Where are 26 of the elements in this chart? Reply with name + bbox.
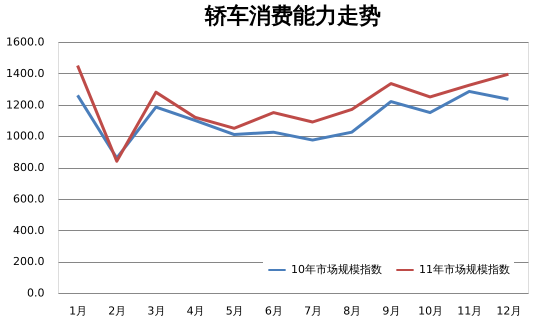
legend-label: 11年市场规模指数 (419, 263, 510, 276)
y-tick-label: 800.0 (13, 161, 44, 174)
chart-title: 轿车消费能力走势 (204, 3, 381, 29)
x-tick-label: 1月 (69, 304, 88, 318)
y-tick-label: 600.0 (13, 192, 44, 206)
y-tick-label: 1400.0 (6, 66, 44, 80)
x-tick-label: 10月 (418, 304, 444, 318)
y-tick-label: 400.0 (13, 224, 44, 237)
x-tick-label: 4月 (186, 304, 205, 318)
x-tick-label: 7月 (304, 304, 322, 318)
x-tick-label: 11月 (457, 304, 482, 318)
line-series (76, 64, 510, 163)
y-tick-label: 1000.0 (6, 130, 44, 143)
y-tick-label: 0.0 (27, 286, 44, 300)
y-tick-label: 200.0 (13, 255, 44, 268)
x-tick-label: 2月 (108, 304, 126, 318)
y-tick-label: 1600.0 (6, 36, 44, 48)
x-tick-label: 8月 (343, 304, 362, 318)
legend-label: 10年市场规模指数 (291, 263, 382, 276)
x-tick-label: 6月 (264, 304, 283, 318)
x-tick-label: 5月 (226, 304, 244, 318)
x-tick-label: 9月 (382, 304, 400, 318)
x-tick-label: 3月 (147, 304, 166, 318)
line-series (76, 90, 510, 160)
x-tick-label: 12月 (496, 304, 522, 318)
y-tick-label: 1200.0 (6, 98, 44, 112)
